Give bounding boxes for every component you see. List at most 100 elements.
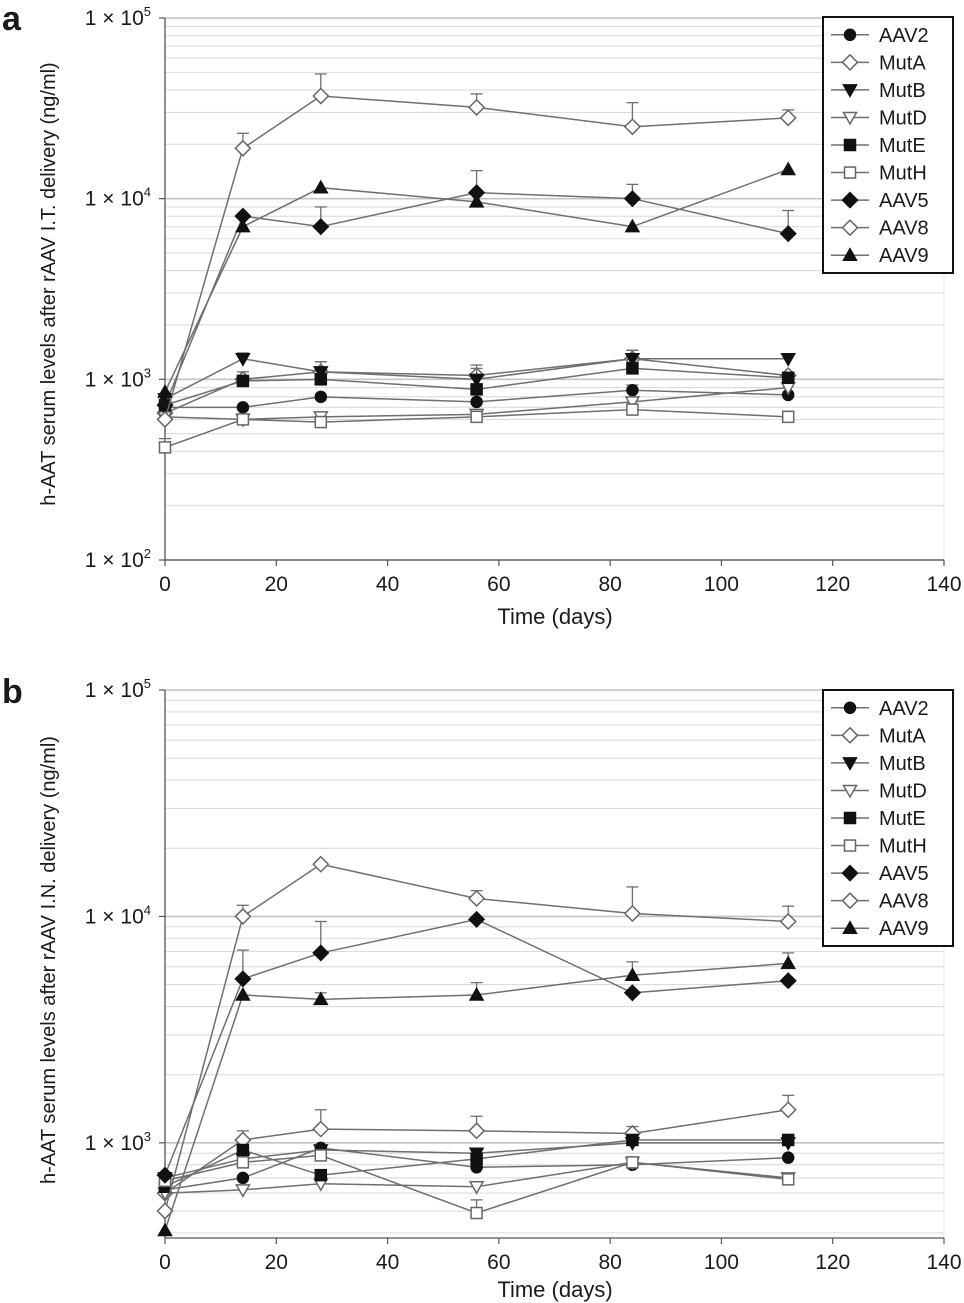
legend-marker (843, 28, 857, 42)
x-tick-label: 80 (598, 1251, 621, 1274)
series-line (164, 1142, 789, 1179)
series-line (164, 191, 789, 406)
data-point (236, 401, 250, 414)
data-point (470, 395, 483, 409)
x-tick-label: 140 (926, 573, 961, 596)
series-line (164, 168, 789, 393)
series-line (164, 408, 789, 449)
series-aav8 (156, 73, 797, 428)
legend-marker (843, 138, 857, 152)
x-tick-label: 80 (598, 573, 621, 596)
data-point (470, 1206, 483, 1220)
y-tick-label: 1 × 105 (85, 676, 151, 702)
data-point (623, 984, 641, 1002)
data-point (779, 225, 797, 243)
x-tick-label: 140 (926, 1251, 961, 1274)
series-line (164, 962, 789, 1231)
data-point (624, 396, 641, 410)
data-point (470, 383, 483, 396)
series-aav9 (157, 161, 796, 398)
legend-item: MutE (831, 135, 926, 157)
series-line (165, 389, 789, 409)
chart-panel-b: b h-AAT serum levels after rAAV I.N. del… (2, 673, 962, 1302)
legend-marker (841, 864, 859, 882)
data-point (781, 1173, 795, 1186)
legend-marker (841, 53, 859, 71)
data-point (314, 1168, 328, 1182)
data-point (624, 352, 641, 367)
legend-label: AAV8 (879, 218, 929, 240)
legend-marker (843, 166, 857, 179)
data-point (468, 1122, 486, 1140)
legend-marker (843, 701, 857, 715)
series-line (164, 1154, 789, 1214)
legend: AAV2 MutA MutB MutD MutE MutH AAV5 AAV8 AAV9 (822, 689, 954, 947)
series-line (164, 1109, 789, 1194)
data-point (157, 384, 173, 398)
legend-item: MutB (831, 80, 926, 102)
y-tick-label: 1 × 104 (85, 902, 151, 928)
legend-item: MutB (831, 753, 926, 775)
legend-item: AAV2 (831, 698, 929, 720)
data-point (236, 374, 250, 388)
legend-label: MutB (879, 80, 926, 102)
data-point (468, 193, 485, 208)
legend-marker (841, 219, 859, 237)
series-aav9 (157, 952, 796, 1237)
data-point (235, 1184, 251, 1198)
y-axis-label: h-AAT serum levels after rAAV I.N. deliv… (38, 736, 60, 1184)
legend-label: MutH (879, 836, 927, 858)
data-point (779, 1101, 797, 1119)
data-point (235, 986, 251, 1001)
x-tick-label: 60 (487, 1251, 510, 1274)
series-line (164, 863, 789, 1212)
data-point (626, 403, 639, 416)
data-point (156, 1202, 174, 1220)
x-tick-label: 100 (704, 573, 739, 596)
data-point (781, 410, 795, 424)
data-point (313, 179, 329, 194)
data-point (470, 410, 483, 424)
y-tick-label: 1 × 105 (85, 4, 151, 30)
legend-label: MutE (879, 808, 926, 830)
data-point (779, 972, 797, 990)
legend-item: MutD (831, 780, 927, 802)
legend-label: AAV2 (879, 698, 929, 720)
data-point (779, 109, 797, 127)
legend-item: MutH (831, 836, 927, 858)
x-tick-label: 40 (376, 573, 399, 596)
y-tick-label: 1 × 102 (85, 546, 151, 572)
legend-label: AAV8 (879, 891, 929, 913)
data-point (234, 139, 252, 157)
x-tick-label: 0 (159, 1251, 171, 1274)
legend-item: MutA (831, 725, 926, 747)
data-point (781, 1133, 795, 1147)
legend-item: MutD (831, 107, 927, 129)
legend-item: AAV5 (831, 190, 929, 212)
data-point (468, 910, 486, 928)
x-tick-label: 120 (815, 1251, 850, 1274)
series-line (164, 386, 789, 421)
data-point (626, 1156, 639, 1169)
series-mutb (157, 349, 796, 407)
x-tick-label: 40 (376, 1251, 399, 1274)
data-point (312, 855, 330, 873)
series-muth (158, 403, 795, 454)
data-point (626, 362, 639, 375)
legend-marker (841, 892, 859, 910)
x-tick-label: 60 (487, 573, 510, 596)
x-tick-label: 120 (815, 573, 850, 596)
panel-label: a (2, 0, 22, 38)
legend-label: MutA (879, 725, 926, 747)
legend-label: MutB (879, 753, 926, 775)
legend-label: AAV9 (879, 918, 929, 940)
series-line (164, 918, 789, 1176)
data-point (314, 415, 328, 429)
data-point (236, 1156, 250, 1169)
series-line (164, 1139, 789, 1188)
data-point (468, 373, 485, 388)
legend-marker (842, 757, 858, 771)
data-point (312, 1120, 330, 1138)
y-tick-label: 1 × 103 (85, 365, 151, 391)
